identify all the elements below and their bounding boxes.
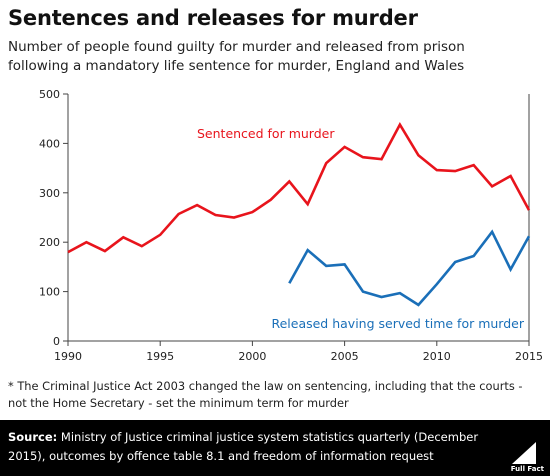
source-body: Ministry of Justice criminal justice sys… bbox=[8, 430, 479, 463]
y-tick-label: 200 bbox=[39, 236, 60, 249]
y-tick-label: 300 bbox=[39, 187, 60, 200]
x-tick-label: 1995 bbox=[146, 350, 174, 363]
x-tick-label: 2000 bbox=[238, 350, 266, 363]
source-label: Source: bbox=[8, 430, 58, 444]
full-fact-logo-icon bbox=[512, 442, 536, 464]
subtitle-line-2: following a mandatory life sentence for … bbox=[8, 58, 465, 74]
released-series-label: Released having served time for murder bbox=[271, 316, 524, 331]
y-tick-label: 400 bbox=[39, 137, 60, 150]
subtitle-line-1: Number of people found guilty for murder… bbox=[8, 39, 465, 55]
y-tick-label: 100 bbox=[39, 286, 60, 299]
footnote: * The Criminal Justice Act 2003 changed … bbox=[8, 379, 523, 410]
source-footer: Source: Ministry of Justice criminal jus… bbox=[0, 420, 550, 476]
x-tick-label: 2015 bbox=[515, 350, 543, 363]
sentenced-series-line bbox=[67, 121, 531, 254]
chart-title: Sentences and releases for murder bbox=[8, 6, 418, 30]
y-tick-label: 0 bbox=[53, 335, 60, 348]
sentenced-series-label: Sentenced for murder bbox=[197, 126, 335, 141]
released-series-line bbox=[288, 229, 531, 307]
y-tick-label: 500 bbox=[39, 88, 60, 101]
logo-text: Full Fact bbox=[510, 465, 544, 473]
x-tick-label: 1990 bbox=[54, 350, 82, 363]
line-chart: 0 100 200 300 400 500 1990 1995 2000 2005 2010 2015… bbox=[39, 88, 543, 363]
chart-subtitle: Number of people found guilty for murder… bbox=[8, 38, 538, 76]
x-tick-label: 2005 bbox=[331, 350, 359, 363]
x-tick-label: 2010 bbox=[423, 350, 451, 363]
source-text: Source: Ministry of Justice criminal jus… bbox=[8, 428, 488, 466]
